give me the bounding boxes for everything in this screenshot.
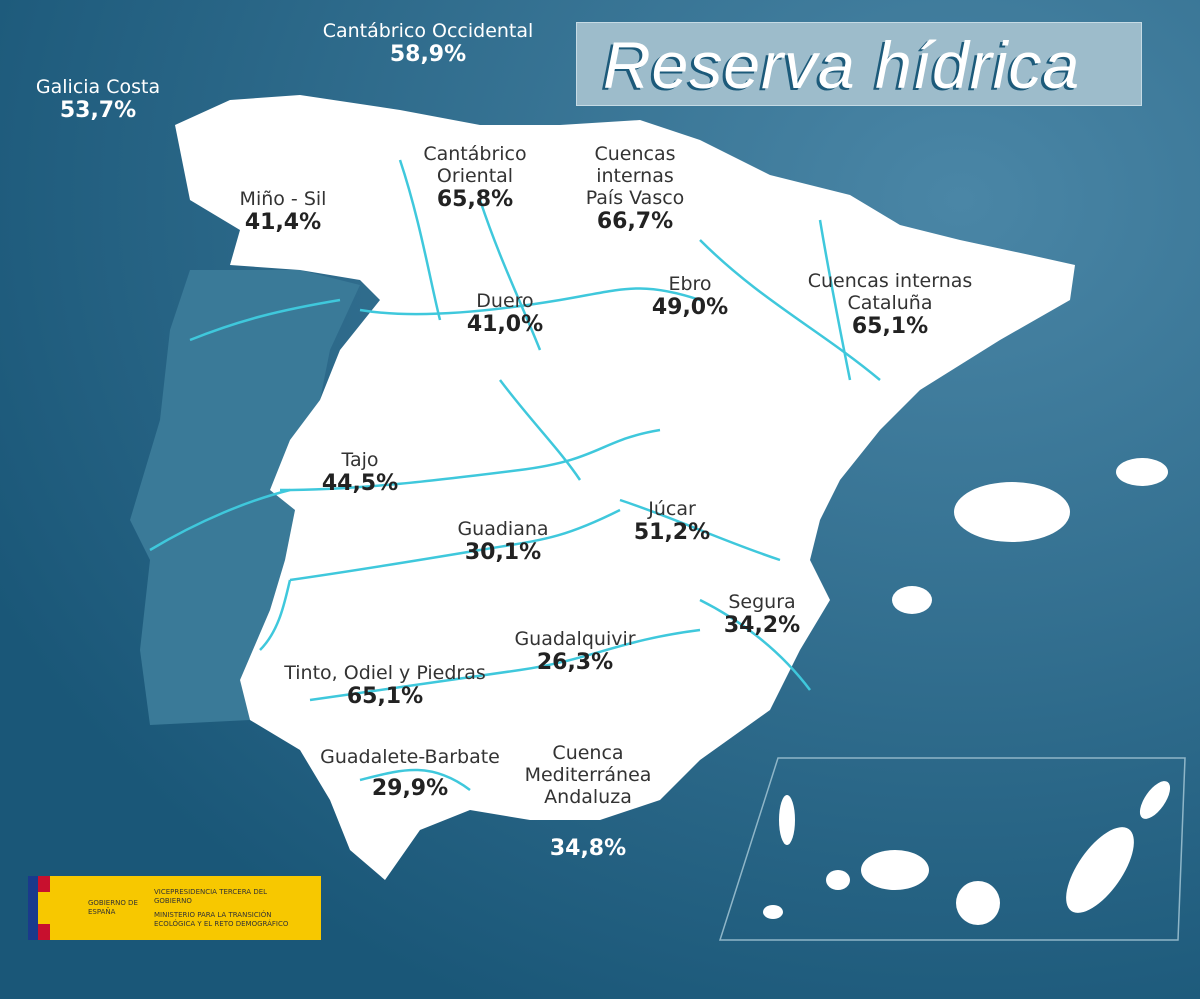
basin-tajo: Tajo 44,5% [321,449,399,496]
basin-galicia-costa: Galicia Costa 53,7% [35,76,161,123]
flag-stripe [28,876,50,940]
rivers [149,159,881,792]
basin-guadalquivir: Guadalquivir 26,3% [514,628,636,675]
basin-cataluna: Cuencas internas Cataluña 65,1% [807,270,973,339]
basin-cantabrico-occidental: Cantábrico Occidental 58,9% [322,20,534,67]
canary-islands [763,781,1171,925]
portugal-shape [130,270,360,725]
logo-vice-text: VICEPRESIDENCIA TERCERA DEL GOBIERNO [154,887,268,905]
basin-guadalete-barbate: Guadalete-Barbate 29,9% [320,746,500,801]
basin-mino-sil: Miño - Sil 41,4% [239,188,327,235]
government-logo: GOBIERNO DE ESPAÑA VICEPRESIDENCIA TERCE… [28,876,321,940]
spain-mainland [175,95,1075,880]
basin-cantabrico-oriental: Cantábrico Oriental 65,8% [423,143,527,212]
basin-segura: Segura 34,2% [723,591,801,638]
map-title: Reserva hídrica [603,28,1081,102]
basin-tinto-odiel-piedras: Tinto, Odiel y Piedras 65,1% [284,662,486,709]
basin-pais-vasco: Cuencas internas País Vasco 66,7% [585,143,685,234]
logo-gov-text: GOBIERNO DE ESPAÑA [88,899,138,916]
logo-ministry-text: MINISTERIO PARA LA TRANSICIÓN ECOLÓGICA … [154,910,289,928]
title-box: Reserva hídrica [576,22,1142,106]
basin-mediterranea-andaluza: Cuenca Mediterránea Andaluza 34,8% [524,742,652,861]
basin-ebro: Ebro 49,0% [651,273,729,320]
basin-duero: Duero 41,0% [466,290,544,337]
basin-guadiana: Guadiana 30,1% [457,518,549,565]
canary-islands-box [718,757,1186,941]
basin-jucar: Júcar 51,2% [633,498,711,545]
balearic-islands [892,458,1168,614]
